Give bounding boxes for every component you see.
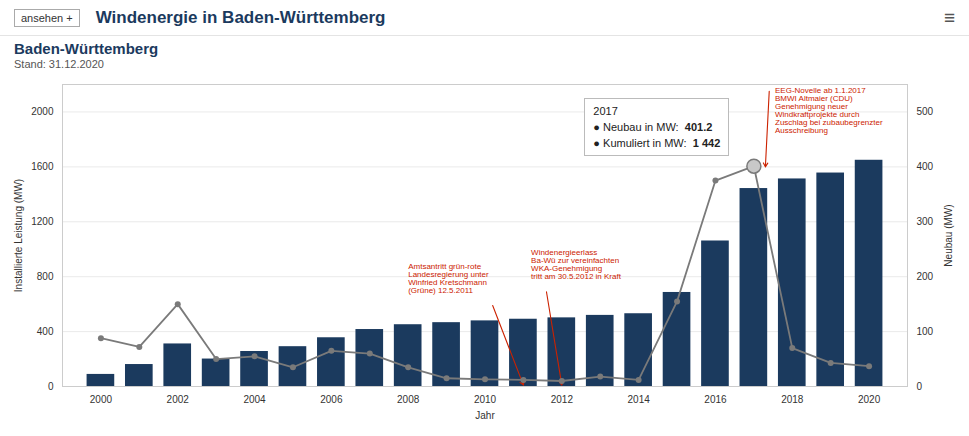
svg-text:Installierte Leistung (MW): Installierte Leistung (MW) — [13, 179, 24, 292]
svg-text:Jahr: Jahr — [475, 410, 495, 421]
svg-text:2008: 2008 — [397, 394, 420, 405]
svg-text:2000: 2000 — [31, 106, 54, 117]
html-text:Windenergie in Baden-Württembe: Windenergie in Baden-Württemberg — [95, 7, 386, 27]
svg-text:2012: 2012 — [551, 394, 574, 405]
svg-text:100: 100 — [917, 326, 934, 337]
html-text:Baden-Württemberg: Baden-Württemberg — [14, 40, 159, 57]
svg-text:WindenergieerlassBa-Wü zur ver: WindenergieerlassBa-Wü zur vereinfachten… — [531, 248, 622, 281]
html-text:ansehen +: ansehen + — [21, 11, 73, 24]
svg-text:300: 300 — [917, 216, 934, 227]
html-text:2017: 2017 — [593, 104, 618, 117]
svg-text:0: 0 — [917, 381, 923, 392]
svg-text:1600: 1600 — [31, 161, 54, 172]
svg-text:2016: 2016 — [704, 394, 727, 405]
svg-text:2014: 2014 — [628, 394, 651, 405]
svg-text:0: 0 — [48, 381, 54, 392]
svg-text:2010: 2010 — [474, 394, 497, 405]
svg-text:400: 400 — [917, 161, 934, 172]
svg-text:1200: 1200 — [31, 216, 54, 227]
svg-text:2006: 2006 — [320, 394, 343, 405]
svg-text:EEG-Novelle ab 1.1.2017BMWI Al: EEG-Novelle ab 1.1.2017BMWI Altmaier (CD… — [775, 86, 883, 135]
html-text:● Neubau in MW: 401.2: ● Neubau in MW: 401.2 — [593, 120, 713, 133]
svg-text:Neubau (MW): Neubau (MW) — [943, 204, 954, 266]
svg-text:2002: 2002 — [167, 394, 190, 405]
svg-text:500: 500 — [917, 106, 934, 117]
svg-text:2020: 2020 — [858, 394, 881, 405]
svg-text:2004: 2004 — [243, 394, 266, 405]
svg-text:200: 200 — [917, 271, 934, 282]
svg-text:400: 400 — [37, 326, 54, 337]
html-text:● Kumuliert in MW: 1 442: ● Kumuliert in MW: 1 442 — [593, 136, 721, 149]
svg-text:Amtsantritt grün-roteLandesreg: Amtsantritt grün-roteLandesregierung unt… — [408, 262, 489, 295]
svg-text:2000: 2000 — [90, 394, 113, 405]
svg-text:2018: 2018 — [781, 394, 804, 405]
svg-text:800: 800 — [37, 271, 54, 282]
html-text:Stand: 31.12.2020: Stand: 31.12.2020 — [14, 58, 104, 70]
